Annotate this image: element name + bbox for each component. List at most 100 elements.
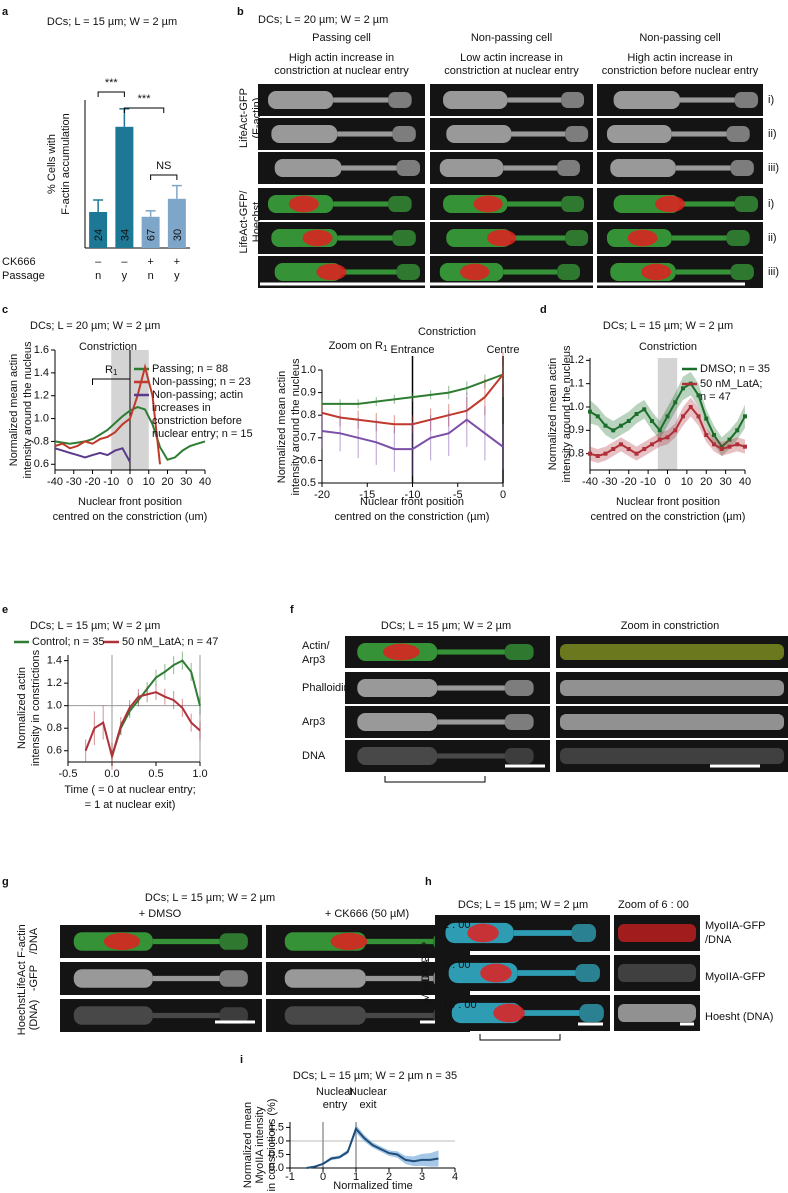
nucleus (103, 932, 141, 951)
x-tick-label: 30 (180, 476, 192, 488)
x-tick-label: 3 (419, 1171, 425, 1183)
zoom-signal (560, 714, 784, 730)
micrograph (597, 188, 763, 220)
significance-bracket (123, 107, 165, 113)
cell-channel (675, 165, 731, 171)
cell-body (357, 713, 438, 731)
cell-channel (437, 719, 505, 725)
micrograph (430, 222, 593, 254)
y-tick-label: 1.0 (301, 364, 316, 376)
nucleus (480, 963, 512, 983)
series-line (54, 447, 131, 463)
significance-label: *** (105, 77, 119, 89)
cell-channel (671, 235, 727, 241)
series-line (111, 659, 201, 757)
y-tick-label: 0.7 (301, 432, 316, 444)
point-marker (665, 414, 670, 419)
column-subtitle: constriction at nuclear entry (274, 65, 409, 77)
zoom-signal (560, 680, 784, 696)
x-tick-label: 40 (739, 476, 751, 488)
cell-body (73, 1006, 153, 1025)
legend-label: 50 nM_LatA; n = 47 (122, 636, 218, 648)
column-subtitle: High actin increase in (289, 52, 394, 64)
annotation: Constriction (639, 341, 697, 353)
point-marker (735, 428, 740, 433)
chart-title: DCs; L = 15 µm; W = 2 µm (30, 620, 160, 632)
point-marker (727, 437, 732, 442)
x-tick-label: 0 (320, 1171, 326, 1183)
x-axis-label: Nuclear front position (616, 496, 720, 508)
n-label: 24 (93, 229, 105, 241)
cell-front (726, 126, 750, 142)
y-tick-label: 1.0 (47, 700, 62, 712)
y-tick-label: 0.0 (269, 1162, 284, 1174)
x-tick-label: -5 (453, 489, 463, 501)
point-marker (696, 414, 701, 419)
y-tick-label: 1.0 (34, 412, 49, 424)
x-tick-label: -30 (66, 476, 82, 488)
y-tick-label: 1.4 (47, 655, 62, 667)
cell-channel (341, 165, 397, 171)
cell-front (734, 196, 759, 212)
column-title: Passing cell (312, 32, 371, 44)
marker-label: Nuclear (316, 1086, 354, 1098)
x-axis-label: Nuclear front position (360, 496, 464, 508)
point-marker (665, 435, 670, 440)
y-axis-label: Normalized mean (242, 1102, 254, 1188)
micrograph (430, 152, 593, 184)
constriction-bracket (479, 1034, 561, 1041)
cell-body (606, 125, 672, 143)
marker-label: exit (359, 1099, 376, 1111)
panel-letter: f (290, 604, 294, 616)
y-axis-label: intensity in constrictions (30, 649, 42, 766)
panel-letter: e (2, 604, 8, 616)
row-value: – (121, 256, 128, 268)
micrograph (430, 188, 593, 220)
column-title: + CK666 (50 µM) (325, 908, 409, 920)
zoom-signal (618, 964, 696, 982)
row-label: Arp3 (302, 716, 325, 728)
row-value: n (148, 270, 154, 282)
cell-channel (337, 235, 393, 241)
point-marker (712, 433, 716, 437)
significance-label: *** (138, 93, 152, 105)
y-tick-label: 0.9 (569, 424, 584, 436)
micrograph (258, 188, 425, 220)
cell-channel (511, 131, 566, 137)
cell-body (284, 1006, 366, 1025)
bar (141, 216, 160, 248)
point-marker (626, 447, 631, 451)
cell-front (561, 92, 585, 108)
cell-front (565, 126, 589, 142)
x-axis-label: centred on the constriction (µm) (335, 511, 490, 523)
cell-front (392, 126, 416, 142)
point-marker (619, 423, 623, 428)
cell-front (219, 933, 248, 950)
region-label: R1 (105, 364, 118, 377)
nucleus (641, 263, 672, 281)
micrograph (258, 222, 425, 254)
cell-channel (333, 201, 389, 207)
cell-front (730, 160, 754, 176)
micrograph (430, 84, 593, 116)
cell-channel (365, 975, 434, 982)
micrograph (60, 999, 262, 1032)
x-tick-label: -40 (47, 476, 63, 488)
chart-title: DCs; L = 15 µm; W = 2 µm (603, 320, 733, 332)
y-axis-label: Normalized mean actin (276, 371, 288, 484)
x-tick-label: -10 (103, 476, 119, 488)
x-tick-label: 40 (199, 476, 211, 488)
channel-label: LifeAct-GFP (238, 88, 250, 148)
cell-front (561, 196, 585, 212)
chart-title: DCs; L = 20 µm; W = 2 µm (30, 320, 160, 332)
cell-channel (437, 753, 505, 759)
point-marker (588, 409, 592, 414)
bar (89, 212, 108, 248)
cell-channel (365, 938, 434, 945)
panel-title: Zoom in constriction (621, 620, 719, 632)
significance-bracket (97, 91, 125, 97)
y-tick-label: 0.9 (301, 387, 316, 399)
series-line (321, 373, 504, 426)
micrograph (597, 222, 763, 254)
y-tick-label: 1.4 (34, 367, 49, 379)
